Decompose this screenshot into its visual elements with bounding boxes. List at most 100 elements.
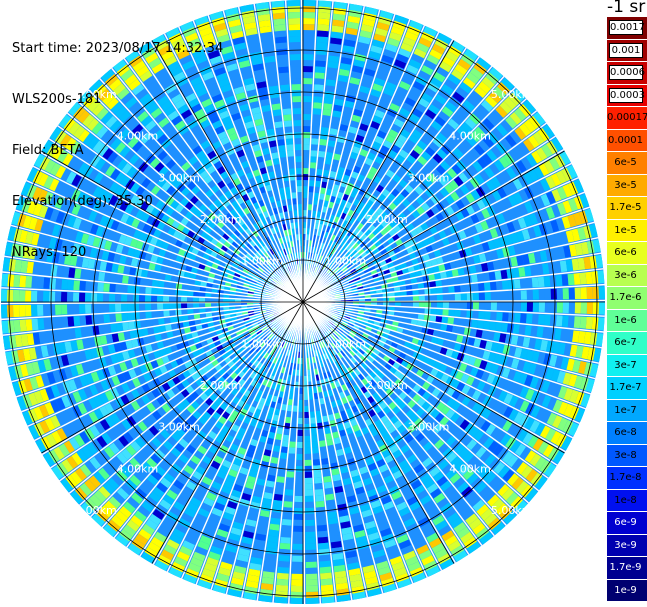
range-gate [142, 261, 150, 270]
range-gate [150, 342, 159, 351]
range-gate [256, 269, 263, 275]
range-gate [376, 363, 384, 371]
range-gate [221, 116, 232, 125]
range-gate [490, 302, 497, 311]
range-gate [408, 134, 419, 144]
range-gate [194, 546, 208, 556]
range-gate [152, 509, 165, 521]
range-gate [337, 327, 344, 334]
range-gate [38, 205, 49, 218]
range-gate [174, 443, 185, 453]
range-gate [257, 130, 266, 138]
range-gate [471, 378, 481, 389]
range-gate [328, 350, 334, 357]
range-gate [229, 298, 236, 302]
range-gate [204, 198, 213, 208]
range-gate [223, 310, 230, 315]
range-gate [205, 287, 212, 293]
range-gate [97, 304, 104, 313]
range-gate [403, 323, 411, 330]
range-gate [111, 515, 125, 528]
range-gate [153, 367, 163, 377]
range-gate [424, 87, 436, 98]
range-gate [291, 561, 303, 568]
range-gate [529, 376, 539, 389]
range-gate [376, 302, 383, 306]
range-gate [218, 567, 232, 577]
range-gate [535, 407, 547, 421]
range-gate [349, 3, 363, 12]
range-gate [323, 353, 329, 360]
range-gate [411, 53, 424, 64]
range-gate [350, 364, 358, 372]
range-gate [19, 304, 26, 317]
range-gate [215, 146, 225, 155]
range-gate [203, 208, 212, 217]
range-gate [210, 250, 218, 258]
range-gate [75, 256, 84, 267]
range-gate [350, 71, 362, 80]
range-gate [216, 470, 227, 480]
range-gate [363, 570, 377, 580]
range-gate [175, 239, 183, 248]
range-gate [336, 497, 346, 506]
range-gate [541, 380, 551, 393]
range-gate [155, 200, 165, 210]
range-gate [328, 364, 334, 371]
range-gate [171, 38, 185, 49]
range-gate [212, 540, 225, 550]
range-gate [182, 408, 192, 418]
range-gate [259, 240, 266, 247]
range-gate [84, 151, 96, 164]
range-gate [216, 220, 225, 229]
range-gate [399, 312, 407, 318]
range-gate [253, 188, 261, 197]
range-gate [316, 512, 326, 520]
range-gate [267, 265, 274, 271]
range-gate [234, 42, 247, 51]
range-gate [248, 469, 258, 478]
range-gate [349, 506, 360, 515]
range-gate [304, 489, 314, 496]
range-gate [511, 358, 520, 369]
range-gate [319, 440, 326, 448]
range-gate [522, 361, 531, 373]
range-gate [282, 329, 287, 335]
range-gate [325, 85, 335, 93]
range-gate [346, 21, 360, 30]
range-gate [160, 332, 168, 340]
range-gate [461, 486, 473, 498]
range-gate [269, 462, 278, 470]
range-gate [211, 184, 220, 194]
range-gate [158, 117, 170, 128]
range-gate [254, 327, 262, 333]
range-gate [508, 312, 515, 322]
range-gate [95, 226, 105, 237]
range-gate [305, 543, 316, 550]
range-gate [353, 59, 365, 68]
range-gate [257, 249, 264, 256]
range-gate [252, 63, 264, 72]
range-gate [372, 189, 381, 198]
range-gate [343, 143, 353, 152]
range-gate [205, 44, 219, 54]
range-gate [337, 594, 351, 602]
range-gate [71, 452, 83, 466]
range-gate [155, 504, 168, 516]
range-gate [569, 344, 578, 357]
range-gate [453, 550, 468, 562]
range-gate [461, 384, 471, 395]
range-gate [139, 286, 146, 294]
range-gate [406, 302, 413, 307]
range-gate [423, 59, 437, 71]
range-gate [387, 550, 401, 560]
range-gate [231, 320, 239, 325]
range-gate [100, 380, 110, 391]
range-gate [532, 302, 539, 312]
range-gate [220, 216, 229, 225]
range-gate [585, 378, 595, 393]
range-gate [201, 425, 211, 435]
range-gate [566, 329, 574, 342]
range-gate [287, 260, 291, 267]
range-gate [281, 199, 287, 207]
